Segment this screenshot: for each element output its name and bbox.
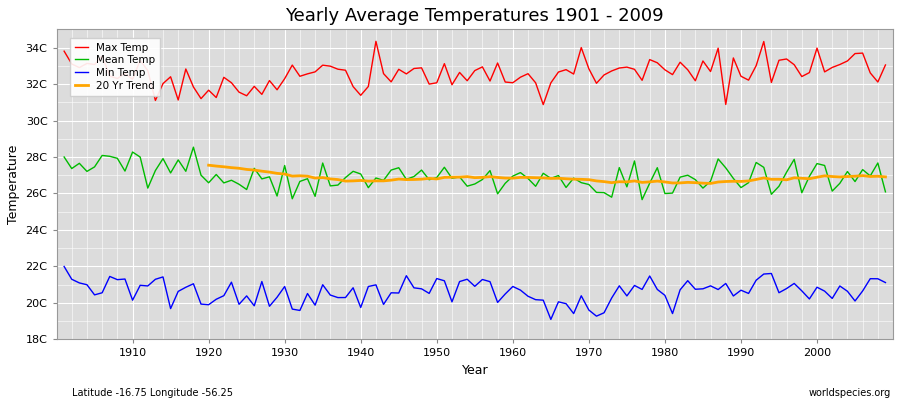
Max Temp	[58, 49, 69, 54]
Min Temp	[880, 280, 891, 285]
Min Temp	[58, 264, 69, 269]
Mean Temp	[188, 145, 199, 150]
Min Temp	[500, 292, 510, 296]
20 Yr Trend	[705, 181, 716, 186]
Max Temp	[614, 66, 625, 70]
Max Temp	[371, 39, 382, 44]
20 Yr Trend	[857, 173, 868, 178]
Max Temp	[880, 62, 891, 67]
20 Yr Trend	[294, 173, 305, 178]
Mean Temp	[294, 179, 305, 184]
Mean Temp	[515, 170, 526, 175]
20 Yr Trend	[788, 176, 799, 180]
X-axis label: Year: Year	[462, 364, 488, 377]
Max Temp	[508, 80, 518, 85]
Title: Yearly Average Temperatures 1901 - 2009: Yearly Average Temperatures 1901 - 2009	[285, 7, 664, 25]
20 Yr Trend	[203, 163, 214, 168]
20 Yr Trend	[409, 177, 419, 182]
Mean Temp	[120, 169, 130, 174]
Mean Temp	[340, 175, 351, 180]
Mean Temp	[607, 195, 617, 200]
Min Temp	[120, 277, 130, 282]
Max Temp	[538, 102, 549, 107]
Legend: Max Temp, Mean Temp, Min Temp, 20 Yr Trend: Max Temp, Mean Temp, Min Temp, 20 Yr Tre…	[70, 38, 160, 96]
20 Yr Trend	[675, 180, 686, 185]
Min Temp	[287, 307, 298, 312]
Min Temp	[545, 317, 556, 322]
Max Temp	[515, 75, 526, 80]
Line: 20 Yr Trend: 20 Yr Trend	[209, 165, 886, 184]
Line: Min Temp: Min Temp	[64, 266, 886, 319]
20 Yr Trend	[880, 174, 891, 179]
Mean Temp	[58, 155, 69, 160]
Text: Latitude -16.75 Longitude -56.25: Latitude -16.75 Longitude -56.25	[72, 388, 233, 398]
Max Temp	[120, 71, 130, 76]
Mean Temp	[880, 190, 891, 194]
20 Yr Trend	[774, 177, 785, 182]
Text: worldspecies.org: worldspecies.org	[809, 388, 891, 398]
Max Temp	[287, 63, 298, 68]
Min Temp	[508, 284, 518, 289]
Mean Temp	[508, 174, 518, 178]
Line: Mean Temp: Mean Temp	[64, 147, 886, 200]
Y-axis label: Temperature: Temperature	[7, 145, 20, 224]
Min Temp	[607, 296, 617, 300]
Mean Temp	[636, 197, 647, 202]
Max Temp	[332, 67, 343, 72]
Line: Max Temp: Max Temp	[64, 41, 886, 105]
Min Temp	[332, 295, 343, 300]
